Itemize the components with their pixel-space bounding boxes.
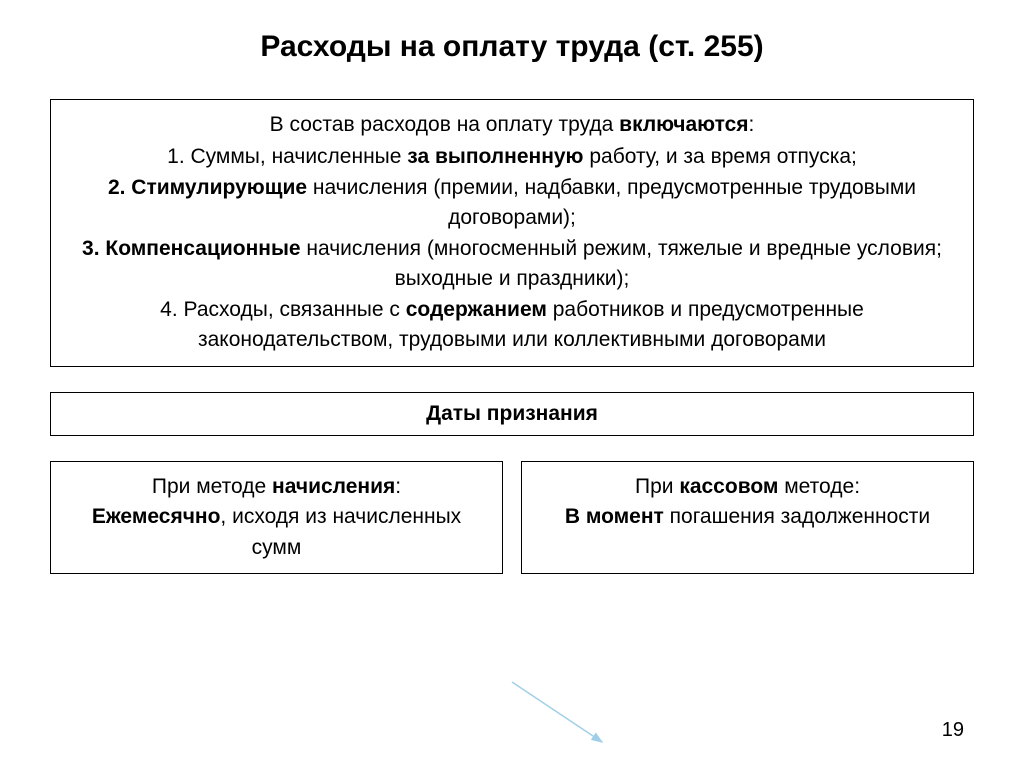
item4-a: Расходы, связанные с: [184, 298, 406, 321]
list-item-3: 3. Компенсационные начисления (многосмен…: [67, 234, 957, 295]
list-item-2: 2. Стимулирующие начисления (премии, над…: [67, 173, 957, 234]
right-line2-a: В момент: [565, 505, 664, 528]
dates-label: Даты признания: [426, 402, 598, 425]
right-line2-b: погашения задолженности: [664, 505, 930, 528]
item3-num: 3. Компенсационные: [82, 237, 301, 260]
right-line1-c: методе:: [778, 475, 860, 498]
page-number: 19: [942, 719, 964, 742]
right-line1-b: кассовом: [679, 475, 778, 498]
left-line2-b: , исходя из начисленных сумм: [220, 505, 461, 558]
item1-num: 1.: [167, 145, 190, 168]
list-item-4: 4. Расходы, связанные с содержанием рабо…: [67, 295, 957, 356]
slide-title: Расходы на оплату труда (ст. 255): [50, 30, 974, 64]
left-line1-c: :: [395, 475, 401, 498]
methods-row: При методе начисления: Ежемесячно, исход…: [50, 461, 974, 574]
item4-num: 4.: [160, 298, 183, 321]
intro-prefix: В состав расходов на оплату труда: [270, 113, 620, 136]
item2-rest: начисления (премии, надбавки, предусмотр…: [307, 176, 916, 229]
right-line1: При кассовом методе:: [538, 472, 957, 502]
main-content-box: В состав расходов на оплату труда включа…: [50, 99, 974, 367]
arrow-icon: [502, 677, 622, 757]
item3-rest: начисления (многосменный режим, тяжелые …: [301, 237, 942, 290]
left-line1-a: При методе: [152, 475, 272, 498]
left-line2: Ежемесячно, исходя из начисленных сумм: [67, 502, 486, 563]
left-line1-b: начисления: [272, 475, 395, 498]
cash-method-box: При кассовом методе: В момент погашения …: [521, 461, 974, 574]
intro-suffix: :: [749, 113, 755, 136]
right-line1-a: При: [635, 475, 679, 498]
intro-bold: включаются: [619, 113, 748, 136]
left-line2-a: Ежемесячно: [92, 505, 221, 528]
accrual-method-box: При методе начисления: Ежемесячно, исход…: [50, 461, 503, 574]
item1-a: Суммы, начисленные: [191, 145, 408, 168]
item4-b: содержанием: [406, 298, 547, 321]
intro-line: В состав расходов на оплату труда включа…: [67, 110, 957, 140]
right-line2: В момент погашения задолженности: [538, 502, 957, 532]
item1-b: за выполненную: [407, 145, 583, 168]
left-line1: При методе начисления:: [67, 472, 486, 502]
list-item-1: 1. Суммы, начисленные за выполненную раб…: [67, 142, 957, 172]
item2-num: 2. Стимулирующие: [108, 176, 307, 199]
item1-c: работу, и за время отпуска;: [584, 145, 857, 168]
dates-label-box: Даты признания: [50, 392, 974, 436]
